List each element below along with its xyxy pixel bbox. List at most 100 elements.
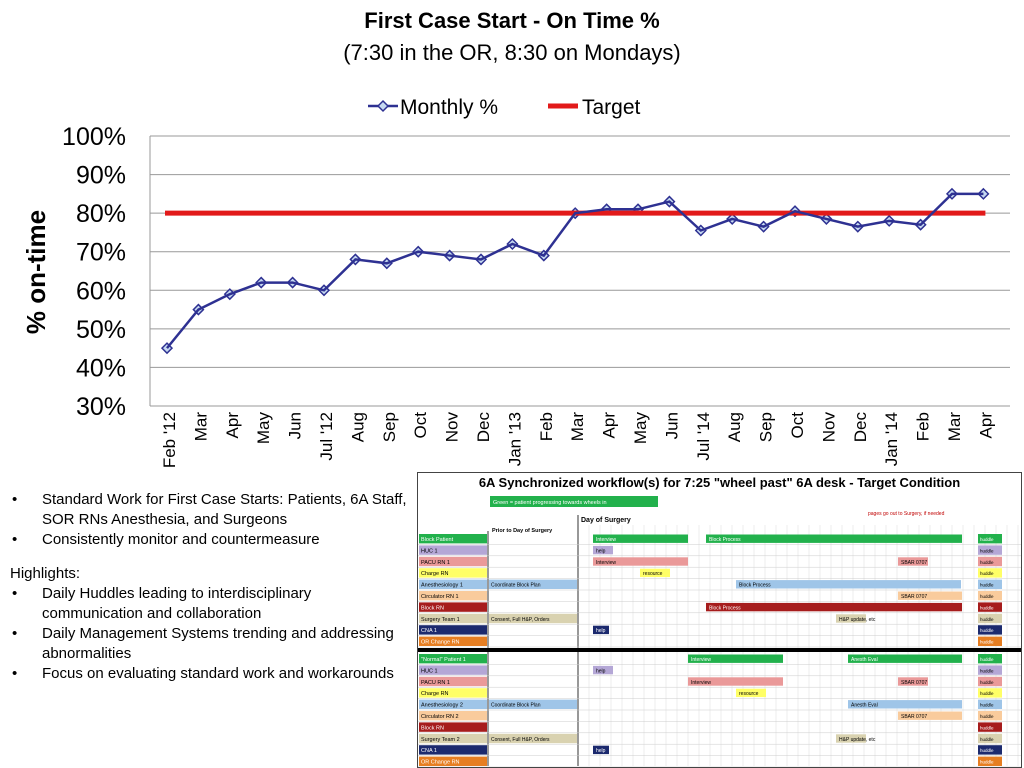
role-label: Circulator RN 1 bbox=[421, 594, 459, 600]
legend-label-monthly: Monthly % bbox=[400, 96, 498, 119]
role-swatch bbox=[419, 625, 487, 635]
huddle-label: huddle bbox=[980, 583, 994, 588]
bullet-item: Consistently monitor and countermeasure bbox=[10, 530, 410, 550]
role-label: Surgery Team 1 bbox=[421, 617, 460, 623]
huddle-label: huddle bbox=[980, 691, 994, 696]
huddle-cell bbox=[978, 545, 1002, 555]
task-label: Interview bbox=[596, 537, 616, 543]
huddle-cell bbox=[978, 733, 1002, 744]
chart-series bbox=[160, 187, 990, 355]
bullet-item: Standard Work for First Case Starts: Pat… bbox=[10, 490, 410, 530]
role-swatch bbox=[419, 591, 487, 601]
task-label: Block Process bbox=[709, 605, 741, 611]
x-tick-label: Mar bbox=[945, 412, 964, 442]
chart-title: First Case Start - On Time % bbox=[364, 8, 660, 33]
x-tick-label: Mar bbox=[191, 412, 210, 442]
task-bar bbox=[593, 534, 688, 543]
huddle-cell bbox=[978, 745, 1002, 755]
task-bar bbox=[593, 557, 688, 566]
huddle-cell bbox=[978, 722, 1002, 732]
huddle-label: huddle bbox=[980, 703, 994, 708]
task-label: H&P update, etc bbox=[839, 737, 876, 743]
task-bar bbox=[898, 557, 928, 566]
task-label: Interview bbox=[691, 657, 711, 663]
role-swatch bbox=[419, 534, 487, 544]
bullet-item: Daily Huddles leading to interdisciplina… bbox=[10, 584, 410, 624]
task-label: Interview bbox=[691, 680, 711, 686]
role-swatch bbox=[419, 568, 487, 578]
workflow-title: 6A Synchronized workflow(s) for 7:25 "wh… bbox=[478, 475, 961, 490]
huddle-cell bbox=[978, 699, 1002, 709]
task-bar bbox=[593, 745, 609, 755]
line-chart: Monthly % Target 30% 40% 50% 60% 70% 80% 90% 100… bbox=[21, 96, 1010, 469]
y-tick-label: 50% bbox=[76, 316, 126, 344]
workflow-note: pages go out to Surgery, if needed bbox=[868, 511, 945, 517]
role-label: HUC 1 bbox=[421, 668, 438, 674]
x-tick-label: Apr bbox=[976, 412, 995, 439]
x-tick-label: Jan '13 bbox=[505, 412, 524, 466]
huddle-label: huddle bbox=[980, 537, 994, 542]
x-tick-label: Dec bbox=[474, 412, 493, 443]
legend-marker bbox=[376, 99, 390, 113]
role-swatch bbox=[419, 665, 487, 675]
role-label: Block RN bbox=[421, 725, 444, 731]
task-label: SBAR 0707 bbox=[901, 594, 927, 600]
huddle-cell bbox=[978, 534, 1002, 544]
task-label: resource bbox=[739, 691, 759, 697]
huddle-cell bbox=[978, 711, 1002, 721]
task-bar bbox=[688, 677, 783, 686]
x-tick-label: Mar bbox=[568, 412, 587, 442]
task-label: SBAR 0707 bbox=[901, 680, 927, 686]
task-bar bbox=[836, 614, 866, 623]
role-label: Block Patient bbox=[421, 537, 454, 543]
role-swatch bbox=[419, 688, 487, 698]
x-tick-label: Jun bbox=[286, 412, 305, 439]
chart-legend: Monthly % Target bbox=[368, 96, 641, 119]
x-tick-label: May bbox=[631, 412, 650, 445]
bullet-item: Focus on evaluating standard work and wo… bbox=[10, 664, 410, 684]
task-label: Block Process bbox=[739, 583, 771, 589]
x-tick-label: Nov bbox=[443, 412, 462, 443]
role-swatch bbox=[419, 556, 487, 567]
prior-task-label: Coordinate Block Plan bbox=[491, 703, 541, 709]
huddle-cell bbox=[978, 625, 1002, 635]
huddle-cell bbox=[978, 756, 1002, 766]
prior-task-label: Consent, Full H&P, Orders bbox=[491, 737, 550, 743]
huddle-cell bbox=[978, 654, 1002, 664]
role-label: Anesthesiology 1 bbox=[421, 583, 463, 589]
role-label: Circulator RN 2 bbox=[421, 714, 459, 720]
role-label: PACU RN 1 bbox=[421, 560, 450, 566]
huddle-cell bbox=[978, 556, 1002, 567]
y-tick-label: 100% bbox=[62, 123, 126, 151]
x-tick-label: Jan '14 bbox=[882, 412, 901, 466]
task-bar bbox=[848, 654, 962, 663]
x-tick-label: Aug bbox=[725, 412, 744, 442]
role-swatch bbox=[419, 613, 487, 624]
workflow-legend-text: Green = patient progressing towards whee… bbox=[493, 500, 607, 506]
task-label: H&P update, etc bbox=[839, 617, 876, 623]
x-tick-label: Jul '12 bbox=[317, 412, 336, 461]
task-label: help bbox=[596, 668, 606, 674]
role-label: Charge RN bbox=[421, 691, 449, 697]
huddle-cell bbox=[978, 665, 1002, 675]
y-axis-label: % on-time bbox=[21, 210, 51, 334]
task-bar bbox=[736, 688, 766, 698]
task-label: Anesth Eval bbox=[851, 657, 878, 663]
task-label: Anesth Eval bbox=[851, 703, 878, 709]
huddle-label: huddle bbox=[980, 617, 994, 622]
huddle-cell bbox=[978, 568, 1002, 578]
huddle-label: huddle bbox=[980, 657, 994, 662]
series-line-monthly bbox=[166, 192, 984, 349]
huddle-cell bbox=[978, 602, 1002, 612]
role-swatch bbox=[419, 711, 487, 721]
x-axis-ticks: Feb '12 Mar Apr May Jun Jul '12 Aug Sep Oct Nov De… bbox=[160, 412, 995, 469]
y-tick-label: 80% bbox=[76, 200, 126, 228]
role-swatch bbox=[419, 756, 487, 766]
huddle-label: huddle bbox=[980, 714, 994, 719]
task-bar bbox=[898, 591, 962, 600]
task-bar bbox=[706, 534, 962, 543]
huddle-cell bbox=[978, 613, 1002, 624]
task-label: help bbox=[596, 748, 606, 754]
prior-task bbox=[489, 579, 577, 589]
prior-task-label: Consent, Full H&P, Orders bbox=[491, 617, 550, 623]
